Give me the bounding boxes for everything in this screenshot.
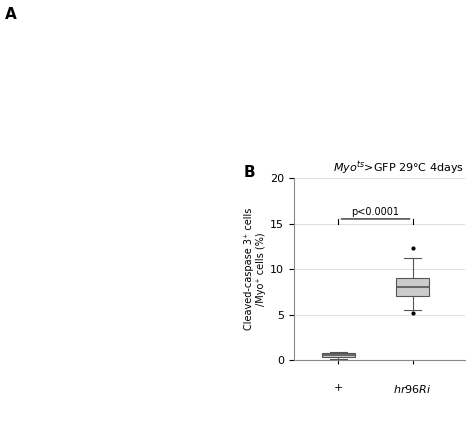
PathPatch shape	[396, 278, 429, 296]
Text: A: A	[5, 7, 17, 22]
Text: +: +	[334, 383, 343, 393]
Y-axis label: Cleaved-caspase 3⁺ cells
/Myo⁺ cells (%): Cleaved-caspase 3⁺ cells /Myo⁺ cells (%)	[244, 208, 266, 330]
Text: $\mathit{hr96Ri}$: $\mathit{hr96Ri}$	[393, 383, 432, 395]
Text: $\mathit{Myo^{ts}}$>GFP 29°C 4days: $\mathit{Myo^{ts}}$>GFP 29°C 4days	[334, 160, 465, 177]
Text: B: B	[244, 165, 256, 180]
Text: p<0.0001: p<0.0001	[352, 207, 400, 217]
PathPatch shape	[322, 353, 355, 357]
